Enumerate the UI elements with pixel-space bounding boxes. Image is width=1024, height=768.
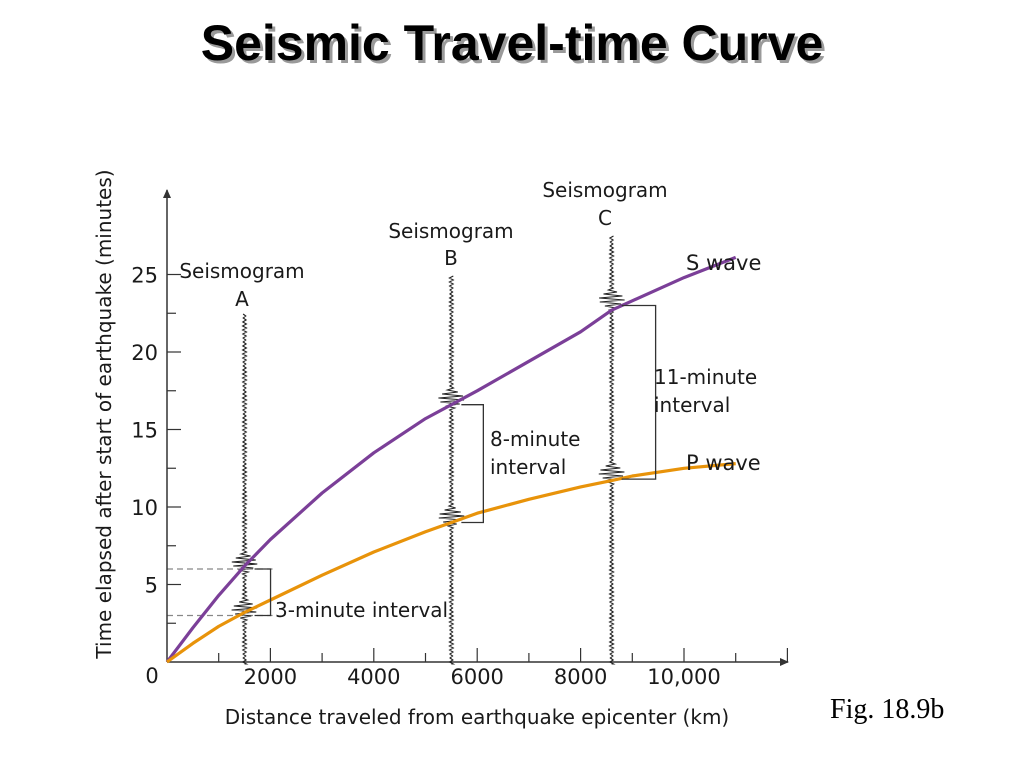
y-tick-label: 5 [145, 574, 158, 598]
seismogram-a-label: Seismogram [179, 259, 304, 283]
y-tick-label: 25 [131, 264, 158, 288]
x-axis-label: Distance traveled from earthquake epicen… [225, 705, 729, 729]
seismogram-trace-c [598, 235, 625, 665]
seismogram-a-letter: A [235, 287, 249, 311]
p-wave-label: P wave [686, 451, 761, 475]
interval-c-label-line2: interval [654, 393, 730, 417]
interval-brackets [254, 304, 657, 617]
y-axis-label: Time elapsed after start of earthquake (… [92, 169, 116, 659]
seismogram-trace-a [231, 313, 258, 665]
x-tick-label: 4000 [347, 665, 400, 689]
s-wave-label: S wave [686, 251, 761, 275]
y-tick-label: 20 [131, 341, 158, 365]
chart-labels: Distance traveled from earthquake epicen… [92, 169, 761, 729]
origin-label: 0 [145, 664, 158, 688]
seismogram-c-label: Seismogram [542, 178, 667, 202]
x-tick-label: 2000 [244, 665, 297, 689]
seismogram-trace-b [438, 275, 465, 665]
dashed-guides [167, 568, 273, 617]
interval-bracket-b [461, 404, 484, 524]
interval-b-label-line1: 8-minute [490, 427, 580, 451]
p-wave-curve [166, 462, 736, 664]
interval-c-label-line1: 11-minute [654, 365, 757, 389]
seismogram-b-letter: B [444, 246, 458, 270]
x-tick-label: 6000 [450, 665, 503, 689]
interval-bracket-c [621, 304, 657, 480]
seismogram-c-letter: C [598, 206, 612, 230]
y-tick-label: 15 [131, 419, 158, 443]
figure-caption: Fig. 18.9b [830, 694, 945, 725]
interval-b-label-line2: interval [490, 455, 566, 479]
ticks: 2000 4000 6000 8000 10,000 5 10 15 20 25 [131, 264, 789, 689]
x-tick-label: 8000 [554, 665, 607, 689]
interval-a-label: 3-minute interval [275, 598, 448, 622]
slide-title: Seismic Travel-time Curve [200, 15, 824, 71]
y-tick-label: 10 [131, 496, 158, 520]
interval-bracket-a [254, 568, 272, 617]
seismogram-b-label: Seismogram [388, 219, 513, 243]
x-tick-label: 10,000 [647, 665, 720, 689]
